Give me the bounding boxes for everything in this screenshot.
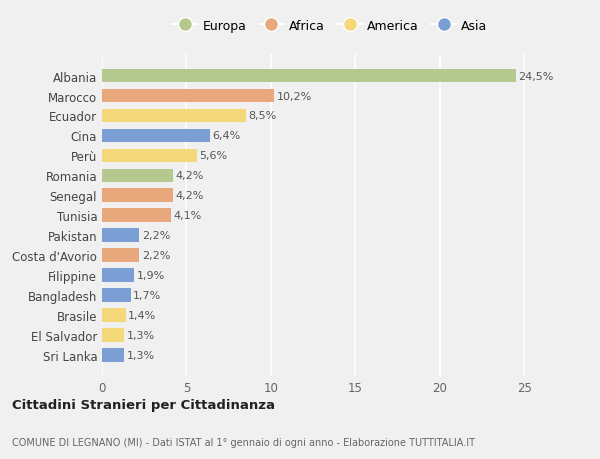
Text: 4,1%: 4,1% — [174, 211, 202, 221]
Bar — [102, 90, 274, 103]
Text: 1,7%: 1,7% — [133, 291, 161, 300]
Text: 1,3%: 1,3% — [127, 350, 155, 360]
Bar — [102, 110, 245, 123]
Text: 1,9%: 1,9% — [137, 270, 165, 280]
Legend: Europa, Africa, America, Asia: Europa, Africa, America, Asia — [172, 20, 488, 33]
Text: 4,2%: 4,2% — [175, 191, 204, 201]
Bar — [102, 269, 134, 282]
Bar — [102, 348, 124, 362]
Text: 8,5%: 8,5% — [248, 111, 277, 121]
Text: 6,4%: 6,4% — [212, 131, 241, 141]
Text: 24,5%: 24,5% — [518, 72, 554, 81]
Bar — [102, 169, 173, 183]
Text: 2,2%: 2,2% — [142, 230, 170, 241]
Text: Cittadini Stranieri per Cittadinanza: Cittadini Stranieri per Cittadinanza — [12, 398, 275, 412]
Bar — [102, 249, 139, 262]
Bar — [102, 129, 210, 143]
Text: COMUNE DI LEGNANO (MI) - Dati ISTAT al 1° gennaio di ogni anno - Elaborazione TU: COMUNE DI LEGNANO (MI) - Dati ISTAT al 1… — [12, 437, 475, 447]
Text: 1,4%: 1,4% — [128, 310, 157, 320]
Bar — [102, 149, 197, 163]
Bar — [102, 70, 516, 83]
Bar — [102, 289, 131, 302]
Text: 5,6%: 5,6% — [199, 151, 227, 161]
Bar — [102, 328, 124, 342]
Bar — [102, 308, 125, 322]
Text: 4,2%: 4,2% — [175, 171, 204, 181]
Bar — [102, 189, 173, 202]
Text: 2,2%: 2,2% — [142, 251, 170, 261]
Text: 10,2%: 10,2% — [277, 91, 312, 101]
Bar — [102, 229, 139, 242]
Text: 1,3%: 1,3% — [127, 330, 155, 340]
Bar — [102, 209, 171, 223]
